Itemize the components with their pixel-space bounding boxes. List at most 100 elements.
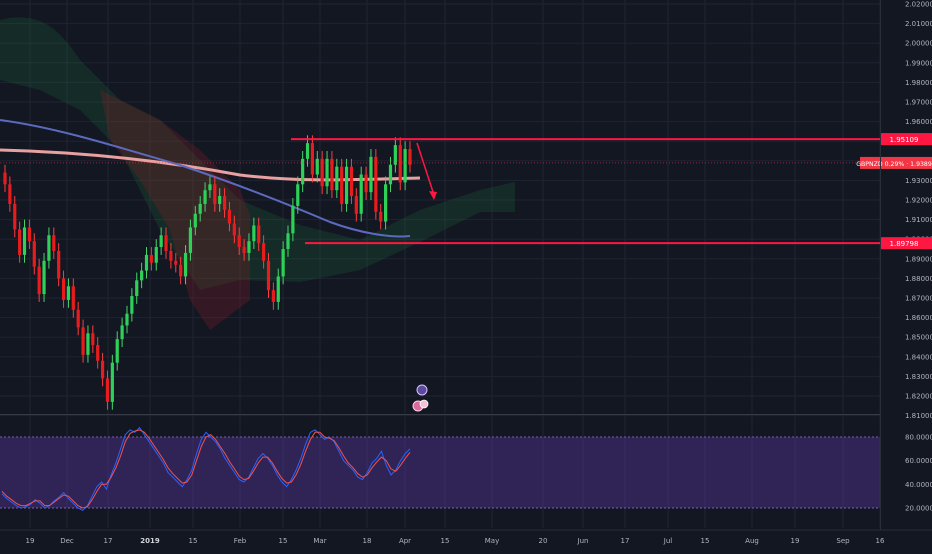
candle — [32, 233, 36, 275]
candle — [408, 141, 412, 173]
candle-body — [218, 196, 222, 204]
stoch-band — [0, 437, 880, 508]
candle — [169, 243, 173, 269]
candle-body — [271, 290, 275, 302]
candle-body — [354, 196, 358, 214]
current-price-label: GBPNZD 0.29% · 1.93891 — [856, 161, 932, 168]
time-tick-label: 16 — [876, 537, 885, 545]
candle — [276, 268, 280, 310]
candle-body — [364, 174, 368, 193]
candle-body — [276, 276, 280, 302]
candle — [266, 252, 271, 298]
candle — [198, 196, 202, 222]
candle — [242, 239, 246, 261]
oscillator-tick-label: 20.0000 — [905, 505, 932, 513]
candle-body — [242, 247, 246, 253]
candle-body — [81, 327, 85, 355]
candle — [47, 227, 51, 269]
candle-body — [286, 233, 290, 249]
time-tick-label: 15 — [441, 537, 450, 545]
price-tick-label: 1.96000 — [905, 118, 932, 126]
projection-arrow-line[interactable] — [416, 142, 435, 196]
candle-body — [344, 166, 349, 204]
candle-body — [237, 235, 241, 248]
candle-body — [203, 190, 207, 204]
price-tick-label: 1.85000 — [905, 334, 932, 342]
price-tick-label: 1.88000 — [905, 275, 932, 283]
candle-body — [164, 235, 168, 251]
candle-body — [135, 280, 139, 297]
candle-body — [149, 254, 153, 263]
candle — [76, 301, 80, 336]
candle-body — [340, 166, 344, 204]
candle-body — [3, 172, 7, 185]
candle-body — [13, 203, 17, 230]
candle-body — [388, 164, 393, 185]
time-tick-label: 15 — [701, 537, 710, 545]
candle — [374, 149, 378, 220]
candle-body — [393, 145, 397, 165]
candle — [42, 252, 46, 302]
candle-body — [379, 211, 383, 222]
candle-body — [227, 209, 232, 224]
time-tick-label: 2019 — [140, 537, 160, 545]
level-price-label: 1.89798 — [890, 240, 919, 248]
candle-body — [169, 250, 173, 261]
candle-body — [369, 156, 373, 193]
candle — [115, 331, 119, 371]
candle — [105, 370, 110, 410]
time-tick-label: 19 — [791, 537, 800, 545]
price-tick-label: 1.82000 — [905, 393, 932, 401]
candle — [232, 215, 236, 244]
candle — [208, 176, 212, 199]
candle — [213, 176, 217, 212]
time-tick-label: Feb — [234, 537, 247, 545]
candle — [37, 258, 41, 302]
candle — [344, 158, 349, 212]
time-tick-label: May — [485, 537, 499, 545]
candle — [135, 272, 139, 304]
price-tick-label: 1.81000 — [905, 412, 932, 420]
candle-body — [71, 286, 75, 310]
time-tick-label: 15 — [279, 537, 288, 545]
candle — [271, 282, 275, 310]
candle — [218, 188, 222, 212]
candle-body — [52, 235, 56, 251]
event-icon[interactable] — [419, 399, 429, 409]
candle — [325, 151, 329, 195]
stoch-line-1 — [1, 429, 411, 509]
price-tick-label: 2.02000 — [905, 1, 932, 9]
candle — [3, 164, 7, 193]
event-icon[interactable] — [416, 384, 428, 396]
candle-body — [281, 249, 285, 277]
candle-body — [76, 309, 80, 328]
candle — [305, 135, 310, 167]
candle — [96, 337, 100, 369]
time-tick-label: Aug — [745, 537, 759, 545]
candle — [179, 256, 183, 285]
candle-body — [310, 143, 315, 175]
candle — [403, 141, 407, 191]
time-tick-label: Jul — [663, 537, 673, 545]
price-tick-label: 1.89000 — [905, 255, 932, 263]
candle — [310, 135, 315, 183]
candle — [140, 262, 144, 289]
candle — [120, 317, 124, 347]
candle-body — [374, 156, 378, 212]
candle-body — [130, 296, 134, 314]
candle-body — [398, 145, 402, 183]
time-axis: 19 Dec 17 2019 15 Feb 15 Mar 18 Apr 15 May 20 Jun 17 Ju… — [0, 529, 932, 545]
ma-fast-line — [0, 119, 411, 238]
price-tick-label: 1.91000 — [905, 216, 932, 224]
candle — [354, 188, 358, 222]
time-tick-label: Sep — [836, 537, 850, 545]
price-tick-label: 2.01000 — [905, 20, 932, 28]
time-tick-label: 18 — [363, 537, 372, 545]
level-price-tag — [880, 133, 932, 146]
price-tick-label: 1.99000 — [905, 59, 932, 67]
candle — [193, 205, 197, 236]
candle — [247, 233, 251, 261]
candle — [71, 278, 75, 318]
candle — [188, 219, 193, 261]
